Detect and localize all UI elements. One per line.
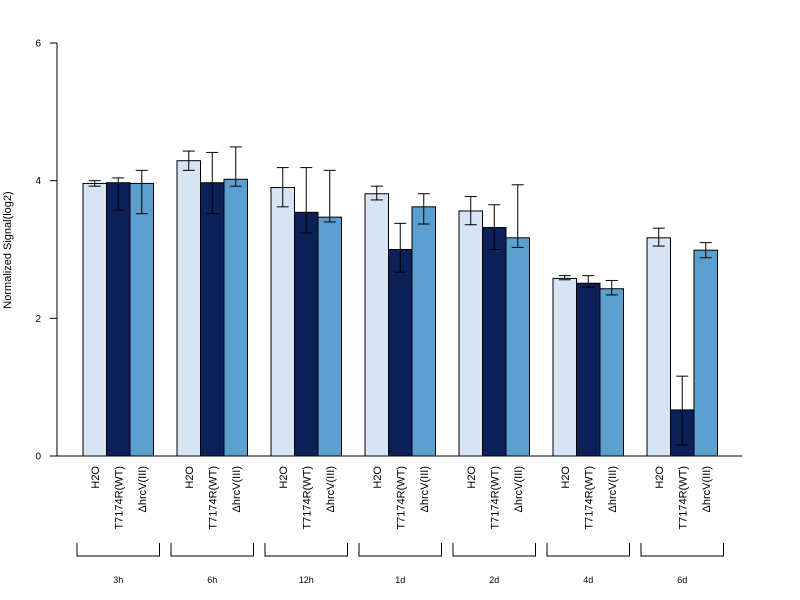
bar [482,226,507,457]
treatment-label: H2O [278,466,290,489]
group-bracket [170,543,254,557]
treatment-label: ΔhrcV(III) [513,466,525,512]
bar [599,288,624,457]
y-tick-label: 4 [35,176,41,187]
bar [129,182,154,457]
bar [176,160,201,457]
bar [106,182,131,457]
treatment-label: T7174R(WT) [113,466,125,530]
group-label: 2d [489,575,499,585]
treatment-label: H2O [560,466,572,489]
bar [388,249,413,457]
treatment-label: ΔhrcV(III) [607,466,619,512]
treatment-label: ΔhrcV(III) [231,466,243,512]
group-label: 3h [113,575,123,585]
group-bracket [76,543,160,557]
treatment-label: H2O [184,466,196,489]
treatment-label: ΔhrcV(III) [325,466,337,512]
group-label: 4d [583,575,593,585]
bar [505,237,530,457]
y-tick-label: 2 [35,314,41,325]
bar [576,282,601,457]
group-label: 12h [299,575,314,585]
y-ticks: 0 2 4 6 [35,39,57,463]
group-label: 1d [395,575,405,585]
group-label: 6h [207,575,217,585]
group-label: 6d [677,575,687,585]
bar [270,187,295,457]
treatment-label: T7174R(WT) [207,466,219,530]
error-bars [88,146,712,446]
y-tick-label: 0 [35,452,41,463]
group-bracket [452,543,536,557]
bar [223,178,248,457]
bar [552,277,577,457]
group-bracket [640,543,724,557]
treatment-labels: H2O T7174R(WT) ΔhrcV(III) H2O T7174R(WT) Δhrc… [90,466,713,530]
treatment-label: T7174R(WT) [677,466,689,530]
treatment-label: H2O [654,466,666,489]
bar [646,237,671,457]
group-bracket [358,543,442,557]
treatment-label: H2O [466,466,478,489]
treatment-label: H2O [90,466,102,489]
treatment-label: T7174R(WT) [583,466,595,530]
y-tick-label: 6 [35,39,41,50]
bars [82,160,718,457]
bar [317,216,342,457]
y-axis-label: Normalized Signal(log2) [2,191,14,308]
bar [411,206,436,457]
bar [693,249,718,457]
treatment-label: ΔhrcV(III) [419,466,431,512]
treatment-label: ΔhrcV(III) [701,466,713,512]
group-brackets: 3h 6h 12h 1d 2d 4d 6d [76,543,724,585]
bar [364,193,389,457]
treatment-label: H2O [372,466,384,489]
bar [200,182,225,457]
group-bracket [264,543,348,557]
treatment-label: T7174R(WT) [301,466,313,530]
treatment-label: T7174R(WT) [489,466,501,530]
bar [294,211,319,457]
group-bracket [546,543,630,557]
treatment-label: ΔhrcV(III) [137,466,149,512]
bar [82,182,107,457]
treatment-label: T7174R(WT) [395,466,407,530]
bar [458,210,483,457]
